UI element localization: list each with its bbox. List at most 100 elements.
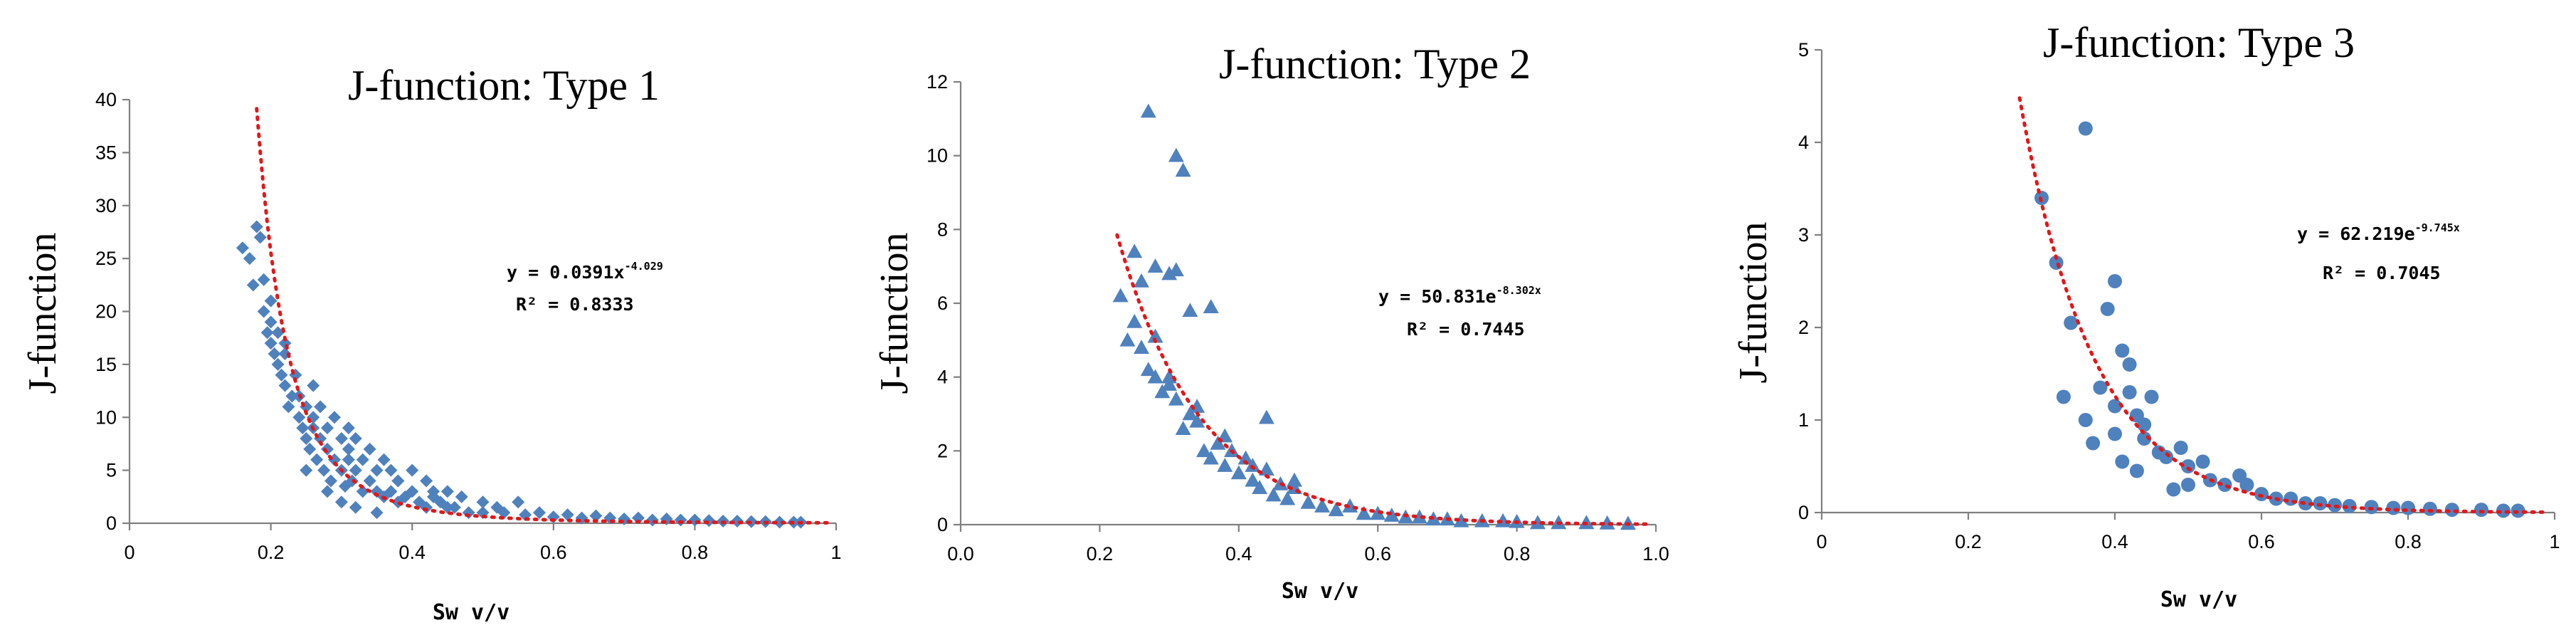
- chart-panel-type-3: J-function: Type 3 J-function Sw v/v 0 1 2…: [1731, 19, 2560, 612]
- data-point: [1112, 288, 1129, 303]
- data-point: [300, 463, 313, 477]
- data-point: [1328, 502, 1344, 517]
- data-point: [370, 463, 384, 477]
- y-tick-label: 12: [927, 71, 948, 93]
- data-point: [1147, 328, 1163, 343]
- r-squared-label: R² = 0.7445: [1407, 319, 1525, 340]
- y-tick-label: 20: [95, 301, 117, 322]
- data-points: [236, 220, 808, 529]
- data-point: [260, 326, 274, 340]
- data-point: [1134, 340, 1150, 354]
- y-tick-label: 2: [937, 440, 948, 461]
- data-point: [1126, 313, 1143, 328]
- data-point: [1300, 494, 1316, 509]
- y-tick-label: 2: [1798, 317, 1809, 338]
- data-point: [334, 432, 348, 445]
- y-tick-label: 8: [937, 219, 948, 240]
- data-point: [2422, 501, 2437, 516]
- trendline-equation: y = 0.0391x-4.029: [507, 260, 663, 283]
- data-point: [349, 500, 362, 514]
- data-points: [2034, 121, 2525, 518]
- data-point: [1245, 472, 1261, 487]
- data-point: [1258, 461, 1274, 476]
- data-point: [1217, 458, 1233, 472]
- x-axis-label: Sw v/v: [1282, 579, 1358, 604]
- x-tick-label: 0.8: [2395, 531, 2422, 552]
- data-point: [2181, 459, 2195, 473]
- data-point: [476, 495, 490, 509]
- y-axis-label: J-function: [21, 232, 65, 394]
- data-point: [1252, 480, 1268, 494]
- data-point: [363, 474, 376, 488]
- data-point: [1140, 103, 1156, 118]
- x-tick-label: 0.6: [540, 542, 567, 563]
- y-tick-label: 3: [1798, 224, 1809, 246]
- chart-title: J-function: Type 2: [1219, 41, 1531, 88]
- data-point: [1529, 515, 1546, 530]
- y-tick-label: 35: [95, 142, 117, 163]
- x-tick-label: 1: [830, 542, 841, 563]
- data-point: [271, 326, 285, 340]
- data-point: [2115, 343, 2130, 358]
- data-point: [631, 511, 645, 525]
- data-point: [342, 421, 355, 435]
- data-point: [426, 485, 440, 498]
- data-point: [2444, 503, 2459, 518]
- data-point: [1203, 299, 1219, 313]
- data-point: [1182, 406, 1198, 421]
- data-point: [363, 442, 376, 456]
- data-point: [1175, 421, 1191, 436]
- data-point: [688, 513, 702, 527]
- y-tick-label: 30: [95, 195, 117, 216]
- data-point: [2129, 463, 2144, 478]
- data-point: [2056, 389, 2071, 404]
- data-point: [296, 421, 310, 435]
- trendline: [2017, 96, 2550, 514]
- data-point: [2108, 274, 2122, 288]
- y-tick-label: 40: [95, 89, 117, 110]
- data-point: [321, 421, 334, 435]
- x-tick-label: 0.2: [258, 542, 285, 563]
- data-point: [264, 294, 278, 308]
- y-tick-label: 10: [927, 145, 948, 167]
- data-point: [282, 400, 295, 414]
- data-point: [455, 490, 468, 503]
- data-point: [1210, 435, 1226, 450]
- data-point: [1356, 505, 1372, 520]
- data-point: [1189, 413, 1205, 428]
- data-point: [246, 278, 260, 292]
- chart-panel-type-2: J-function: Type 2 J-function Sw v/v 0 2 4…: [872, 41, 1669, 604]
- data-point: [1161, 377, 1178, 391]
- data-point: [2093, 380, 2108, 395]
- data-point: [2115, 454, 2130, 469]
- data-point: [1370, 505, 1386, 520]
- x-tick-label: 0.4: [398, 542, 426, 563]
- data-point: [236, 241, 249, 255]
- data-point: [1168, 147, 1184, 162]
- chart-title: J-function: Type 1: [348, 62, 660, 109]
- data-point: [253, 231, 267, 244]
- data-point: [773, 515, 786, 529]
- data-point: [1383, 508, 1400, 522]
- data-point: [1161, 266, 1178, 280]
- y-tick-label: 25: [95, 248, 117, 269]
- data-point: [268, 347, 281, 360]
- data-point: [2173, 441, 2188, 455]
- y-tick-label: 5: [106, 460, 117, 481]
- data-point: [1168, 391, 1184, 406]
- data-point: [1314, 498, 1331, 513]
- data-point: [377, 453, 391, 466]
- r-squared-label: R² = 0.7045: [2323, 263, 2441, 283]
- y-axis-label: J-function: [1731, 221, 1775, 383]
- data-point: [1245, 458, 1261, 472]
- data-point: [1237, 450, 1254, 465]
- data-point: [2078, 413, 2093, 427]
- data-point: [1175, 162, 1191, 177]
- data-point: [285, 389, 299, 403]
- data-point: [391, 474, 405, 488]
- data-point: [303, 442, 317, 456]
- data-point: [1230, 465, 1247, 480]
- data-point: [264, 337, 278, 350]
- data-point: [589, 509, 603, 523]
